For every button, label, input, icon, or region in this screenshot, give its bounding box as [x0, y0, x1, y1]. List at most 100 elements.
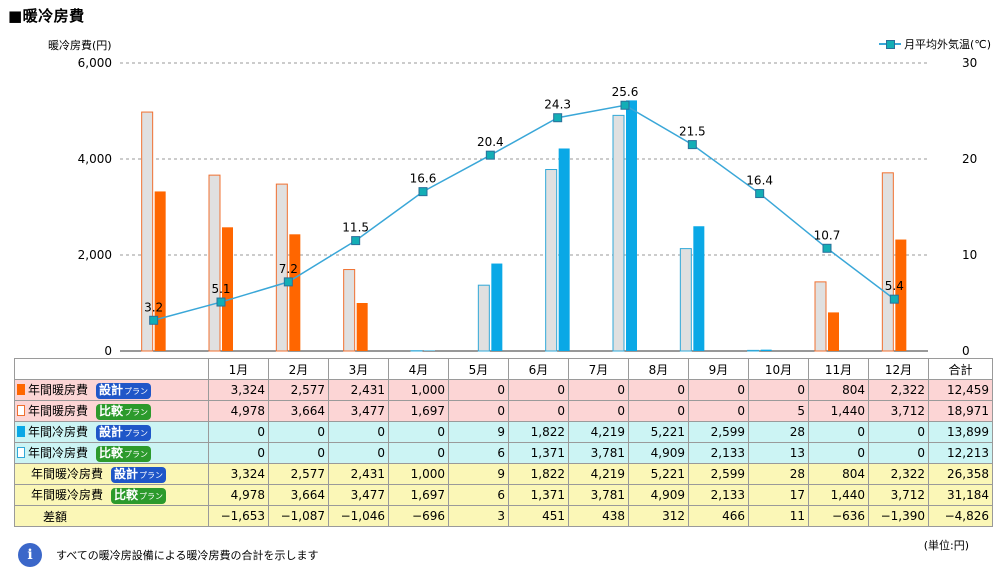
table-cell: 0: [509, 401, 569, 422]
table-header-month: 12月: [869, 359, 929, 380]
table-cell: 0: [389, 443, 449, 464]
table-cell: 2,322: [869, 380, 929, 401]
table-cell: 3,324: [209, 464, 269, 485]
table-cell: 3: [449, 506, 509, 527]
row-label: 年間冷房費: [28, 425, 88, 439]
y-left-tick-label: 6,000: [78, 56, 112, 70]
table-cell: 2,322: [869, 464, 929, 485]
table-cell: 804: [809, 380, 869, 401]
table-cell: 4,978: [209, 485, 269, 506]
temperature-marker: [823, 244, 831, 252]
temperature-data-label: 25.6: [612, 85, 639, 99]
row-marker: [17, 405, 25, 416]
table-cell: 3,477: [329, 401, 389, 422]
temperature-data-label: 16.4: [746, 174, 773, 188]
table-header-month: 9月: [689, 359, 749, 380]
table-cell: 0: [809, 443, 869, 464]
temperature-marker: [284, 278, 292, 286]
bar-cool-compare: [680, 249, 691, 351]
table-cell: 2,133: [689, 443, 749, 464]
temperature-data-label: 3.2: [144, 300, 163, 314]
bar-heat-design: [357, 303, 368, 351]
table-cell: 804: [809, 464, 869, 485]
bar-cool-design: [491, 264, 502, 351]
bar-cool-compare: [613, 115, 624, 351]
y-left-tick-label: 4,000: [78, 152, 112, 166]
plan-badge: 設計プラン: [96, 425, 151, 441]
row-label-cell: 年間暖冷房費設計プラン: [15, 464, 209, 485]
bar-heat-design: [289, 234, 300, 351]
table-cell: 3,477: [329, 485, 389, 506]
table-header-month: 3月: [329, 359, 389, 380]
table-cell: 28: [749, 464, 809, 485]
table-cell: 0: [869, 443, 929, 464]
table-cell: 0: [509, 380, 569, 401]
table-cell: 5,221: [629, 464, 689, 485]
plan-badge-suffix: プラン: [124, 450, 148, 459]
plan-badge-suffix: プラン: [124, 408, 148, 417]
footnote-text: すべての暖冷房設備による暖冷房費の合計を示します: [56, 547, 318, 563]
row-label-cell: 年間冷房費比較プラン: [15, 443, 209, 464]
table-cell: 0: [329, 443, 389, 464]
y-right-tick-label: 10: [962, 248, 977, 262]
table-cell: 6: [449, 485, 509, 506]
bar-heat-compare: [209, 175, 220, 351]
table-cell: 9: [449, 464, 509, 485]
table-cell: 0: [749, 380, 809, 401]
info-icon: i: [18, 543, 42, 567]
table-header-month: 4月: [389, 359, 449, 380]
table-cell: 17: [749, 485, 809, 506]
bar-heat-design: [155, 191, 166, 351]
table-cell: 0: [449, 380, 509, 401]
table-cell: 1,000: [389, 380, 449, 401]
table-cell: 0: [809, 422, 869, 443]
row-label: 差額: [43, 510, 67, 524]
table-header-month: 11月: [809, 359, 869, 380]
row-label: 年間冷房費: [28, 446, 88, 460]
row-label-cell: 年間暖冷房費比較プラン: [15, 485, 209, 506]
plan-badge-text: 比較: [114, 488, 138, 502]
table-header-month: 6月: [509, 359, 569, 380]
y-right-tick-label: 0: [962, 344, 970, 358]
table-cell: 0: [389, 422, 449, 443]
plan-badge: 比較プラン: [111, 488, 166, 504]
temperature-data-label: 20.4: [477, 135, 504, 149]
table-cell: 0: [209, 443, 269, 464]
bar-cool-compare: [546, 170, 557, 351]
table-cell: −1,087: [269, 506, 329, 527]
plan-badge-suffix: プラン: [124, 387, 148, 396]
table-corner: [15, 359, 209, 380]
table-cell: −696: [389, 506, 449, 527]
bar-heat-compare: [815, 282, 826, 351]
bar-heat-design: [828, 312, 839, 351]
temperature-marker: [352, 237, 360, 245]
row-label: 年間暖冷房費: [31, 488, 103, 502]
table-cell: 0: [689, 380, 749, 401]
bar-heat-compare: [142, 112, 153, 351]
table-total-cell: 18,971: [929, 401, 993, 422]
table-cell: 2,431: [329, 380, 389, 401]
table-cell: 1,440: [809, 485, 869, 506]
plan-badge-text: 設計: [99, 383, 123, 397]
bar-cool-compare: [478, 285, 489, 351]
table-cell: 2,577: [269, 464, 329, 485]
table-cell: 3,781: [569, 485, 629, 506]
table-cell: 3,324: [209, 380, 269, 401]
table-cell: 2,431: [329, 464, 389, 485]
table-total-cell: 12,213: [929, 443, 993, 464]
table-cell: −636: [809, 506, 869, 527]
temperature-data-label: 10.7: [814, 228, 841, 242]
temperature-marker: [688, 141, 696, 149]
table-cell: 2,577: [269, 380, 329, 401]
temperature-marker: [419, 188, 427, 196]
table-cell: 2,133: [689, 485, 749, 506]
table-cell: 1,822: [509, 464, 569, 485]
row-label-cell: 年間暖房費比較プラン: [15, 401, 209, 422]
table-cell: 0: [269, 422, 329, 443]
